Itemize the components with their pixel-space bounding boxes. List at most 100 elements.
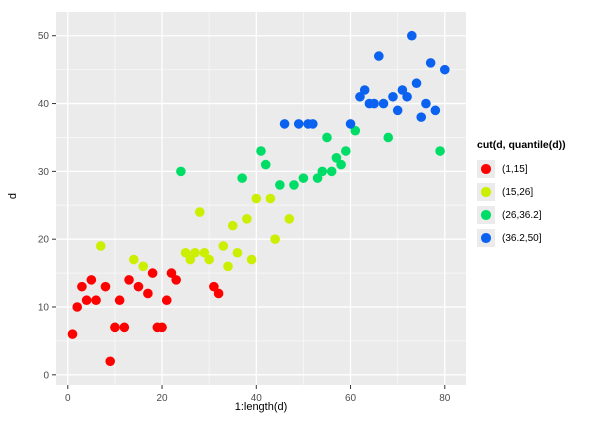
data-point [91, 295, 101, 306]
y-axis-title: d [7, 192, 19, 200]
data-point [312, 173, 323, 183]
data-point [194, 207, 205, 217]
legend-item: (15,26] [477, 183, 566, 201]
x-tick-label: 40 [251, 393, 263, 404]
data-point [133, 281, 144, 292]
data-point [411, 78, 422, 89]
data-point [326, 166, 337, 177]
data-point [293, 119, 304, 129]
data-point [128, 254, 139, 265]
data-point [374, 51, 384, 61]
legend-title: cut(d, quantile(d)) [477, 139, 566, 151]
data-point [81, 295, 92, 306]
legend-item: (36.2,50] [477, 229, 566, 247]
legend-items: (1,15] (15,26] (26,36.2] (36.2,50] [477, 160, 566, 247]
legend-label: (1,15] [502, 163, 528, 175]
data-point [77, 281, 87, 292]
data-point [402, 91, 412, 102]
data-point [124, 275, 134, 285]
data-point [260, 159, 271, 170]
y-tick-label: 20 [38, 235, 50, 246]
legend-label: (36.2,50] [502, 232, 542, 244]
data-point [270, 234, 280, 244]
x-tick-label: 80 [439, 393, 451, 404]
data-point [67, 329, 78, 339]
grid-minor [56, 12, 466, 385]
data-point [317, 166, 328, 177]
data-point [147, 268, 158, 278]
legend-item: (1,15] [477, 160, 566, 178]
legend-swatch-icon [481, 233, 491, 243]
data-points [67, 30, 450, 367]
data-point [397, 85, 408, 95]
axis-ticks: 0 20 40 60 80 0 10 20 30 40 50 [38, 31, 451, 404]
x-axis-title: 1:length(d) [234, 401, 288, 413]
y-tick-label: 50 [38, 31, 50, 42]
data-point [275, 180, 285, 190]
data-point [308, 119, 318, 129]
data-point [185, 254, 196, 265]
data-point [105, 356, 115, 367]
y-tick-label: 30 [38, 167, 50, 178]
legend-key [477, 206, 495, 224]
data-point [350, 125, 361, 136]
data-point [298, 173, 309, 183]
data-point [138, 261, 148, 272]
data-point [86, 275, 97, 285]
data-point [180, 247, 191, 258]
data-point [143, 288, 153, 299]
data-point [425, 58, 436, 68]
data-point [251, 193, 262, 204]
data-point [336, 159, 346, 170]
data-point [237, 173, 247, 183]
data-point [279, 119, 290, 129]
data-point [378, 98, 389, 109]
data-point [227, 220, 238, 231]
data-point [100, 281, 111, 292]
data-point [223, 261, 233, 272]
data-point [119, 322, 130, 333]
data-point [355, 91, 365, 102]
data-point [435, 146, 445, 156]
data-point [392, 105, 403, 116]
y-tick-label: 0 [43, 370, 49, 381]
x-tick-label: 20 [156, 393, 168, 404]
data-point [439, 64, 450, 75]
data-point [176, 166, 186, 177]
y-tick-label: 10 [38, 303, 50, 314]
data-point [209, 281, 219, 292]
data-point [232, 247, 243, 258]
data-point [190, 247, 200, 258]
data-point [388, 91, 398, 102]
data-point [369, 98, 379, 109]
legend-key [477, 229, 495, 247]
data-point [72, 302, 83, 312]
data-point [416, 112, 427, 122]
x-tick-label: 0 [65, 393, 71, 404]
legend-swatch-icon [481, 210, 491, 220]
data-point [322, 132, 332, 143]
data-point [289, 180, 299, 190]
data-point [265, 193, 276, 204]
data-point [161, 295, 172, 306]
data-point [407, 30, 417, 41]
legend-item: (26,36.2] [477, 206, 566, 224]
data-point [213, 288, 224, 299]
legend-label: (15,26] [502, 186, 534, 198]
data-point [166, 268, 177, 278]
data-point [383, 132, 394, 143]
legend-key [477, 183, 495, 201]
data-point [204, 254, 214, 265]
data-point [95, 241, 106, 251]
data-point [345, 119, 356, 129]
y-tick-label: 40 [38, 99, 50, 110]
data-point [242, 214, 252, 224]
data-point [341, 146, 351, 156]
legend-swatch-icon [481, 187, 491, 197]
data-point [110, 322, 120, 333]
data-point [218, 241, 229, 251]
data-point [359, 85, 370, 95]
legend: cut(d, quantile(d)) (1,15] (15,26] (26,36.… [477, 139, 566, 252]
